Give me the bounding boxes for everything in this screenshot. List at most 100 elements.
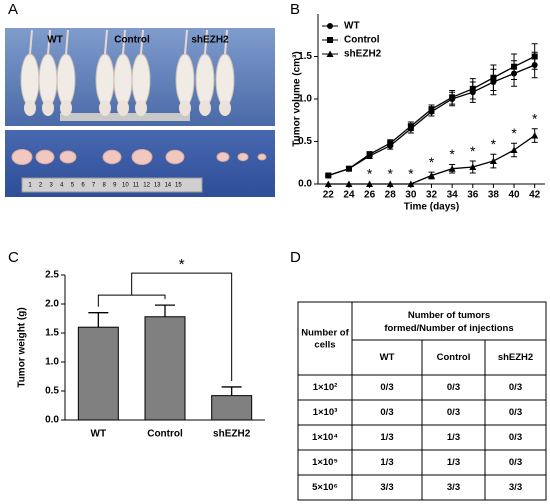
- x-tick-label: 26: [364, 190, 376, 201]
- table-group-header: Number of tumors formed/Number of injecti…: [384, 310, 513, 334]
- panel-label: A: [8, 1, 18, 18]
- table-cell: 3/3: [509, 482, 522, 493]
- error-bar: [155, 304, 175, 317]
- x-tick-label: 32: [426, 190, 438, 201]
- mouse-tail: [224, 29, 228, 55]
- table-cell: 1/3: [380, 457, 393, 468]
- table-cell: 0/3: [509, 382, 522, 393]
- y-tick-label: 0.0: [45, 415, 59, 426]
- table-column-header: shEZH2: [498, 352, 533, 363]
- significance-mark: *: [367, 166, 373, 182]
- mouse: [113, 53, 133, 107]
- marker: [428, 106, 435, 113]
- table-cell: 1×10²: [313, 382, 338, 393]
- y-tick-label: 1.0: [298, 94, 312, 105]
- y-tick-label: 0.5: [298, 136, 312, 147]
- marker: [387, 140, 394, 147]
- y-axis-label: Tumor volume (cm³): [292, 51, 303, 146]
- significance-mark: *: [470, 143, 476, 159]
- x-tick-label: 34: [447, 190, 459, 201]
- ruler-number: 4: [60, 183, 64, 189]
- y-tick-label: 0.5: [45, 386, 59, 397]
- significance-mark: *: [429, 154, 435, 170]
- mouse: [215, 53, 235, 107]
- x-tick-label: shEZH2: [213, 429, 251, 440]
- marker: [531, 132, 539, 139]
- table-cell: 0/3: [509, 407, 522, 418]
- ruler-number: 7: [92, 183, 96, 189]
- marker: [469, 85, 476, 92]
- significance-mark: *: [532, 110, 538, 126]
- tumor: [216, 152, 230, 162]
- table-cell: 3/3: [447, 482, 460, 493]
- y-tick-label: 0.0: [298, 179, 312, 190]
- table-cell: 1×10⁵: [312, 457, 338, 468]
- y-tick-label: 1.5: [45, 328, 59, 339]
- legend-label: Control: [344, 35, 380, 46]
- mouse-tail: [204, 29, 208, 55]
- marker: [345, 180, 353, 187]
- tumor: [131, 149, 153, 165]
- mouse-tail: [184, 29, 188, 55]
- x-tick-label: 22: [323, 190, 335, 201]
- table-cell: 0/3: [447, 407, 460, 418]
- marker: [511, 63, 518, 70]
- x-tick-label: 38: [488, 190, 500, 201]
- ruler: [60, 113, 190, 121]
- marker: [366, 180, 374, 187]
- ruler-number: 10: [122, 183, 129, 189]
- photo-label: WT: [47, 35, 63, 46]
- marker: [407, 180, 415, 187]
- x-tick-label: WT: [91, 429, 107, 440]
- mouse-head: [179, 100, 191, 116]
- mouse-head: [199, 100, 211, 116]
- mouse: [95, 53, 115, 107]
- mouse-tail: [47, 29, 51, 55]
- table-cell: 3/3: [380, 482, 393, 493]
- significance-mark: *: [449, 146, 455, 162]
- significance-mark: *: [408, 166, 414, 182]
- mouse: [20, 53, 40, 107]
- mouse-head: [219, 100, 231, 116]
- panel-label: C: [8, 249, 19, 266]
- y-tick-label: 1.0: [45, 357, 59, 368]
- y-tick-label: 2.0: [45, 299, 59, 310]
- mouse-head: [42, 100, 54, 116]
- significance-mark: *: [179, 256, 185, 273]
- y-tick-label: 1.5: [298, 51, 312, 62]
- ruler-number: 8: [103, 183, 107, 189]
- marker: [325, 172, 332, 179]
- table-cell: 1/3: [447, 432, 460, 443]
- mouse-tail: [122, 29, 126, 55]
- mouse-tail: [65, 29, 69, 55]
- tumor: [237, 152, 249, 162]
- table-cell: 0/3: [380, 382, 393, 393]
- marker: [407, 123, 414, 130]
- mouse-head: [60, 100, 72, 116]
- x-tick-label: 30: [405, 190, 417, 201]
- tumor: [257, 153, 267, 161]
- ruler-number: 6: [81, 183, 85, 189]
- marker: [428, 172, 435, 179]
- bar: [144, 316, 186, 421]
- marker: [448, 165, 456, 172]
- photo-label: shEZH2: [191, 35, 229, 46]
- ruler-number: 5: [71, 183, 75, 189]
- x-tick-label: 40: [508, 190, 520, 201]
- mouse: [175, 53, 195, 107]
- mouse-head: [117, 100, 129, 116]
- legend-label: WT: [344, 21, 360, 32]
- tumor: [165, 149, 185, 165]
- table-cell: 0/3: [509, 432, 522, 443]
- mouse-tail: [29, 29, 33, 55]
- x-axis-label: Time (days): [404, 202, 459, 213]
- error-bar: [88, 312, 109, 328]
- marker: [345, 165, 352, 172]
- ruler-number: 12: [143, 183, 150, 189]
- mouse-head: [135, 100, 147, 116]
- x-tick-label: 24: [343, 190, 355, 201]
- ruler-number: 11: [133, 183, 140, 189]
- mouse: [56, 53, 76, 107]
- marker: [510, 146, 518, 153]
